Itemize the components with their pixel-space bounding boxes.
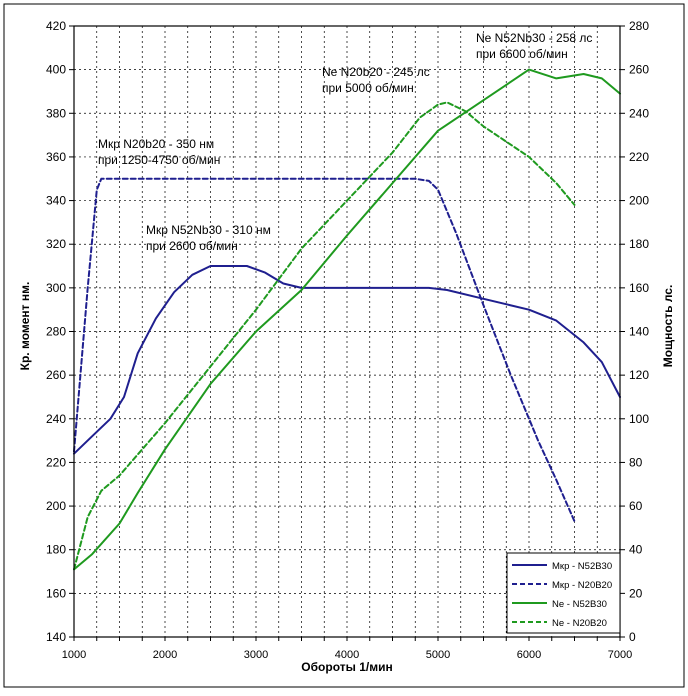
y-right-tick-label: 40 bbox=[629, 543, 643, 557]
annotation-line: Ne N20b20 - 245 лс bbox=[322, 65, 430, 79]
y-right-tick-label: 140 bbox=[629, 325, 649, 339]
y-right-tick-label: 20 bbox=[629, 586, 643, 600]
annotation-mkr-n20: Мкр N20b20 - 350 нм при 1250-4750 об/мин bbox=[98, 137, 220, 167]
annotation-mkr-n52: Мкр N52Nb30 - 310 нм при 2600 об/мин bbox=[146, 223, 271, 253]
annotation-line: при 1250-4750 об/мин bbox=[98, 153, 220, 167]
series-line-1 bbox=[73, 265, 621, 455]
legend-label-3: Ne - N52B30 bbox=[552, 599, 607, 610]
x-tick-label: 3000 bbox=[244, 649, 268, 661]
outer-frame bbox=[3, 3, 685, 688]
y-right-tick-label: 60 bbox=[629, 499, 643, 513]
y-right-tick-label: 160 bbox=[629, 281, 649, 295]
legend-label-2: Мкр - N20B20 bbox=[552, 580, 612, 591]
x-tick-label: 4000 bbox=[335, 649, 359, 661]
y-left-tick-label: 180 bbox=[46, 543, 66, 557]
y-axis-left-label: Кр. момент нм. bbox=[18, 282, 32, 371]
y-right-tick-label: 120 bbox=[629, 368, 649, 382]
y-right-tick-label: 240 bbox=[629, 106, 649, 120]
y-left-tick-label: 280 bbox=[46, 325, 66, 339]
y-left-tick-label: 400 bbox=[46, 63, 66, 77]
annotation-line: при 6600 об/мин bbox=[476, 47, 568, 61]
y-left-tick-label: 240 bbox=[46, 412, 66, 426]
annotation-line: при 2600 об/мин bbox=[146, 239, 238, 253]
y-right-tick-label: 280 bbox=[629, 19, 649, 33]
y-left-tick-label: 220 bbox=[46, 455, 66, 469]
y-axis-right-label: Мощность лс. bbox=[661, 285, 675, 368]
legend: Мкр - N52B30 Мкр - N20B20 Ne - N52B30 Ne - … bbox=[506, 552, 621, 634]
legend-label-1: Мкр - N52B30 bbox=[552, 561, 612, 572]
y-left-tick-label: 260 bbox=[46, 368, 66, 382]
annotation-line: при 5000 об/мин bbox=[322, 81, 414, 95]
legend-label-4: Ne - N20B20 bbox=[552, 618, 607, 629]
x-tick-label: 2000 bbox=[153, 649, 177, 661]
annotation-line: Мкр N52Nb30 - 310 нм bbox=[146, 223, 271, 237]
y-right-tick-label: 200 bbox=[629, 194, 649, 208]
y-left-tick-label: 200 bbox=[46, 499, 66, 513]
y-right-tick-label: 220 bbox=[629, 150, 649, 164]
y-right-tick-label: 0 bbox=[629, 630, 636, 644]
x-tick-label: 6000 bbox=[517, 649, 541, 661]
y-left-tick-label: 340 bbox=[46, 194, 66, 208]
y-left-tick-label: 420 bbox=[46, 19, 66, 33]
y-right-tick-label: 100 bbox=[629, 412, 649, 426]
series-line-3 bbox=[73, 68, 621, 571]
y-left-tick-label: 160 bbox=[46, 586, 66, 600]
annotation-line: Мкр N20b20 - 350 нм bbox=[98, 137, 214, 151]
y-left-tick-label: 300 bbox=[46, 281, 66, 295]
y-right-tick-label: 80 bbox=[629, 455, 643, 469]
annotation-line: Ne N52Nb30 - 258 лс bbox=[476, 31, 592, 45]
annotation-ne-n52: Ne N52Nb30 - 258 лс при 6600 об/мин bbox=[476, 31, 592, 61]
x-tick-label: 7000 bbox=[608, 649, 632, 661]
y-left-tick-label: 380 bbox=[46, 106, 66, 120]
series-line-2 bbox=[73, 177, 576, 523]
y-left-tick-label: 360 bbox=[46, 150, 66, 164]
y-right-tick-label: 180 bbox=[629, 237, 649, 251]
x-tick-label: 5000 bbox=[426, 649, 450, 661]
y-left-tick-label: 320 bbox=[46, 237, 66, 251]
annotation-ne-n20: Ne N20b20 - 245 лс при 5000 об/мин bbox=[322, 65, 430, 95]
x-tick-label: 1000 bbox=[62, 649, 86, 661]
x-axis-label: Обороты 1/мин bbox=[301, 660, 392, 674]
series-line-4 bbox=[73, 101, 576, 571]
y-left-tick-label: 140 bbox=[46, 630, 66, 644]
legend-box bbox=[506, 552, 621, 634]
y-right-tick-label: 260 bbox=[629, 63, 649, 77]
